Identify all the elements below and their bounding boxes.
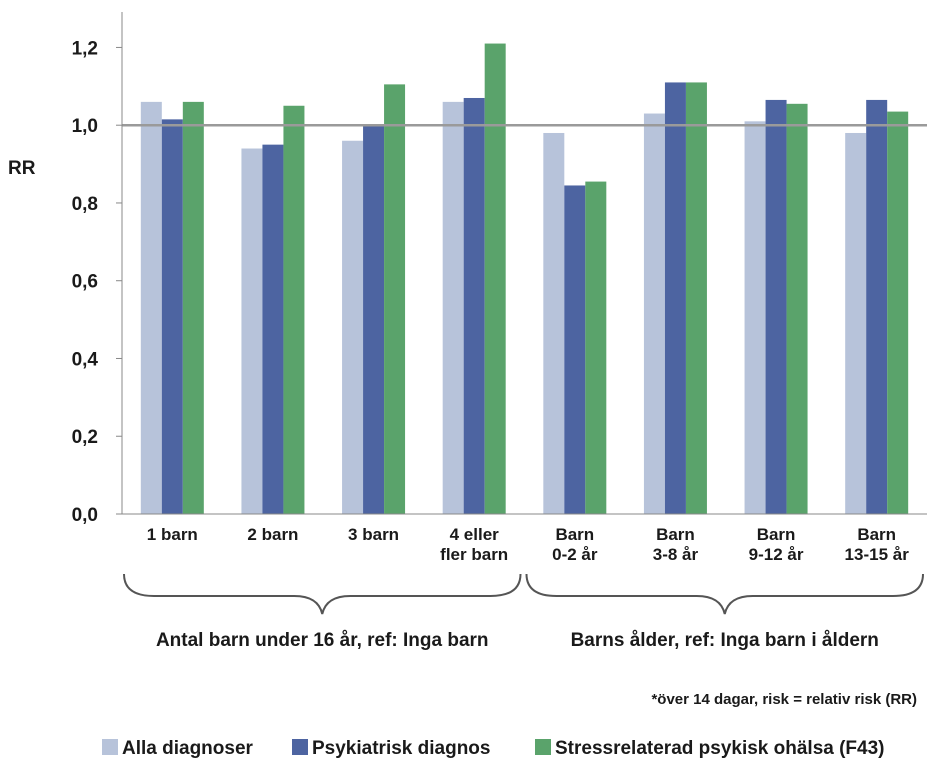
bar-alla-diagnoser-0 xyxy=(140,101,162,514)
bar-psykiatrisk-diagnos-0 xyxy=(161,119,183,515)
category-label: 13-15 år xyxy=(845,545,910,564)
group-label: Barns ålder, ref: Inga barn i åldern xyxy=(571,630,879,651)
category-label: 0-2 år xyxy=(552,545,598,564)
bar-alla-diagnoser-4 xyxy=(543,132,565,514)
bar-stressrelaterad-psykisk-oh-lsa-f43-0 xyxy=(182,101,204,514)
bar-alla-diagnoser-3 xyxy=(442,101,464,514)
legend-swatch xyxy=(102,739,118,755)
bar-stressrelaterad-psykisk-oh-lsa-f43-5 xyxy=(685,82,707,514)
bar-psykiatrisk-diagnos-7 xyxy=(866,99,888,514)
bar-stressrelaterad-psykisk-oh-lsa-f43-6 xyxy=(786,103,808,514)
y-tick-label: 0,0 xyxy=(72,505,98,526)
axis-layer: 0,0 0,2 0,4 0,6 0,8 1,0 1,2 xyxy=(72,12,927,526)
category-label: Barn xyxy=(857,525,896,544)
legend-label: Stressrelaterad psykisk ohälsa (F43) xyxy=(555,738,885,759)
group-bracket xyxy=(123,573,522,615)
footnote: *över 14 dagar, risk = relativ risk (RR) xyxy=(651,691,917,708)
category-label: 9-12 år xyxy=(749,545,804,564)
bar-stressrelaterad-psykisk-oh-lsa-f43-3 xyxy=(484,43,506,514)
bar-alla-diagnoser-7 xyxy=(845,132,867,514)
y-tick-label: 0,4 xyxy=(72,349,99,370)
bar-psykiatrisk-diagnos-5 xyxy=(664,82,686,514)
category-label: 3-8 år xyxy=(653,545,699,564)
legend-label: Alla diagnoser xyxy=(122,738,254,759)
category-label: Barn xyxy=(656,525,695,544)
y-tick-label: 0,8 xyxy=(72,194,98,215)
group-brackets: Antal barn under 16 år, ref: Inga barn Ba… xyxy=(123,573,924,651)
bar-stressrelaterad-psykisk-oh-lsa-f43-2 xyxy=(384,84,406,514)
category-label: Barn xyxy=(555,525,594,544)
bar-psykiatrisk-diagnos-1 xyxy=(262,144,284,514)
bar-stressrelaterad-psykisk-oh-lsa-f43-4 xyxy=(585,181,607,515)
category-label: 3 barn xyxy=(348,525,399,544)
y-tick-label: 0,2 xyxy=(72,427,98,448)
bars-layer xyxy=(140,43,909,515)
bar-alla-diagnoser-6 xyxy=(744,121,766,514)
category-label: 1 barn xyxy=(147,525,198,544)
category-label: fler barn xyxy=(440,545,508,564)
bar-psykiatrisk-diagnos-4 xyxy=(564,185,586,515)
bar-alla-diagnoser-5 xyxy=(643,113,665,514)
y-tick-label: 1,2 xyxy=(72,38,98,59)
bar-stressrelaterad-psykisk-oh-lsa-f43-7 xyxy=(887,111,909,514)
group-bracket xyxy=(525,573,924,615)
bar-stressrelaterad-psykisk-oh-lsa-f43-1 xyxy=(283,105,305,514)
category-label: 2 barn xyxy=(247,525,298,544)
category-label: Barn xyxy=(757,525,796,544)
legend-swatch xyxy=(535,739,551,755)
bar-psykiatrisk-diagnos-2 xyxy=(363,125,385,514)
bar-alla-diagnoser-1 xyxy=(241,148,263,514)
legend-swatch xyxy=(292,739,308,755)
group-label: Antal barn under 16 år, ref: Inga barn xyxy=(156,630,489,651)
legend: Alla diagnoser Psykiatrisk diagnos Stressr… xyxy=(102,738,885,759)
y-axis-label: RR xyxy=(8,158,36,179)
y-tick-label: 1,0 xyxy=(72,116,98,137)
y-tick-label: 0,6 xyxy=(72,272,98,293)
bar-alla-diagnoser-2 xyxy=(342,140,364,514)
bar-psykiatrisk-diagnos-6 xyxy=(765,99,787,514)
bar-psykiatrisk-diagnos-3 xyxy=(463,97,485,514)
legend-label: Psykiatrisk diagnos xyxy=(312,738,490,759)
category-label: 4 eller xyxy=(450,525,500,544)
